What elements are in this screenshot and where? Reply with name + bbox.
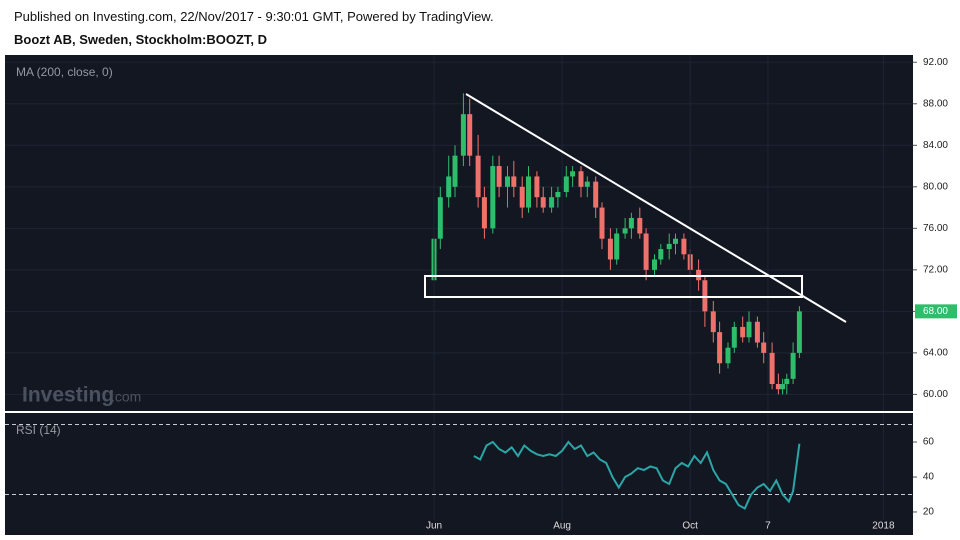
x-tick-label: Oct [682, 521, 698, 532]
candle-body [622, 228, 628, 234]
candle-body [769, 352, 775, 385]
candle-body [519, 186, 525, 208]
published-note: Published on Investing.com, 22/Nov/2017 … [14, 9, 494, 24]
candle-body [599, 207, 605, 239]
watermark-suffix: .com [111, 389, 141, 405]
x-tick-label: Aug [553, 521, 571, 532]
candle-body [584, 181, 590, 187]
x-tick-label: 7 [765, 521, 771, 532]
last-price-label: 68.00 [923, 306, 948, 317]
candle-body [673, 238, 679, 244]
candle-body [593, 181, 599, 208]
candle-body [460, 114, 466, 156]
y-tick-label: 72.00 [923, 264, 948, 275]
symbol-title: Boozt AB, Sweden, Stockholm:BOOZT, D [14, 32, 268, 47]
candle-body [637, 217, 643, 234]
chart-background [5, 55, 913, 535]
y-tick-label: 60 [923, 437, 935, 448]
candle-body [511, 176, 517, 187]
candle-body [710, 311, 716, 333]
candle-body [526, 176, 532, 208]
candle-body [790, 352, 796, 379]
rsi-line [473, 440, 801, 510]
y-tick-label: 84.00 [923, 140, 948, 151]
candle-body [784, 378, 790, 385]
y-tick-label: 20 [923, 507, 935, 518]
candle-body [607, 238, 613, 260]
range-box [424, 275, 803, 298]
candle-body [780, 384, 786, 390]
y-tick-label: 88.00 [923, 98, 948, 109]
candle-body [746, 321, 752, 338]
last-price-tag [915, 304, 957, 319]
candle-body [643, 233, 649, 270]
candle-body [775, 384, 781, 390]
y-tick-label: 92.00 [923, 57, 948, 68]
candle-body [725, 347, 731, 364]
y-tick-label: 40 [923, 472, 935, 483]
candle-body [563, 176, 569, 193]
candle-body [681, 238, 687, 255]
candle-body [490, 166, 496, 229]
y-tick-label: 64.00 [923, 348, 948, 359]
candle-body [754, 321, 760, 343]
candle-body [475, 155, 481, 198]
candle-body [570, 171, 576, 177]
candle-body [614, 233, 620, 260]
candle-body [731, 326, 737, 348]
candle-body [717, 332, 723, 364]
candle-body [549, 197, 555, 208]
watermark: Investing [22, 384, 114, 407]
candle-body [452, 155, 458, 187]
y-tick-label: 76.00 [923, 223, 948, 234]
candle-body [496, 166, 502, 187]
candle-body [534, 176, 540, 198]
candle-body [702, 280, 708, 312]
candle-body [578, 171, 584, 187]
candle-body [555, 192, 561, 198]
indicator-label: MA (200, close, 0) [16, 65, 113, 79]
candle-body [628, 217, 634, 229]
candle-body [540, 197, 546, 208]
y-tick-label: 60.00 [923, 389, 948, 400]
x-tick-label: Jun [426, 521, 442, 532]
candle-body [796, 311, 802, 353]
y-tick-label: 80.00 [923, 181, 948, 192]
candle-body [467, 114, 473, 156]
indicator-label: RSI (14) [16, 423, 61, 437]
x-tick-label: 2018 [872, 521, 895, 532]
candle-body [658, 249, 664, 260]
candle-body [437, 197, 443, 239]
trend-line [465, 93, 847, 323]
candle-body [446, 176, 452, 198]
candle-body [761, 342, 767, 353]
candle-body [666, 243, 672, 250]
candle-body [505, 176, 511, 187]
candle-body [481, 197, 487, 229]
candle-body [652, 259, 658, 270]
candle-body [740, 326, 746, 338]
